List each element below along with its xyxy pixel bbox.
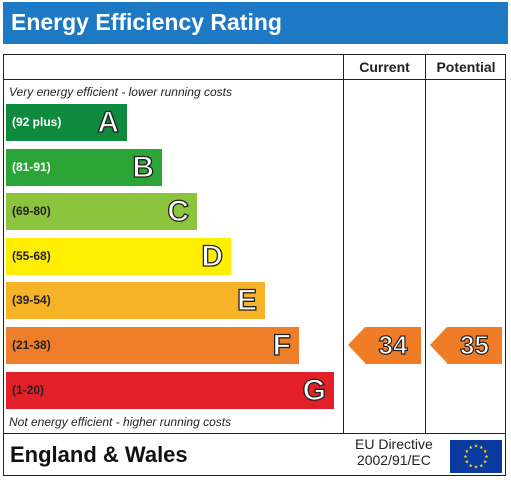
potential-rating-arrow: 35 [447, 327, 502, 364]
band-letter-label: D [201, 239, 224, 273]
eu-star-icon [474, 465, 478, 469]
band-range-label: (1-20) [12, 382, 45, 397]
eu-star-icon [484, 454, 489, 459]
band-d: (55-68) D [6, 237, 231, 275]
eu-stars [463, 444, 489, 469]
band-letter-label: G [302, 373, 327, 407]
current-rating-value: 34 [378, 329, 408, 360]
band-letter-label: F [272, 328, 292, 362]
column-header-potential: Potential [436, 59, 496, 75]
band-range-label: (92 plus) [12, 115, 62, 129]
band-letter-label: A [97, 105, 120, 139]
band-b: (81-91) B [6, 148, 162, 186]
potential-rating-value: 35 [459, 329, 489, 360]
band-range-label: (55-68) [12, 248, 51, 263]
column-header-current: Current [359, 59, 410, 75]
eu-star-icon [468, 445, 473, 450]
eu-star-icon [465, 449, 469, 453]
header-divider [3, 79, 506, 80]
band-letter-label: C [167, 195, 190, 229]
band-range-label: (69-80) [12, 204, 51, 219]
rating-table [3, 54, 506, 476]
directive-line1: EU Directive [355, 436, 433, 452]
footer-divider [3, 433, 506, 434]
band-g: (1-20) G [6, 371, 334, 409]
band-letter-label: E [236, 284, 257, 318]
eu-star-icon [483, 449, 487, 453]
page-title: Energy Efficiency Rating [11, 9, 282, 35]
bottom-caption: Not energy efficient - higher running co… [9, 415, 232, 429]
eu-star-icon [463, 454, 468, 459]
band-a: (92 plus) A [6, 104, 127, 141]
band-letter-label: B [132, 150, 155, 184]
region-label: England & Wales [10, 442, 188, 467]
potential-rating-arrow-tip [430, 327, 447, 363]
header-bar: Energy Efficiency Rating [3, 2, 508, 44]
eu-star-icon [483, 459, 487, 464]
eu-star-icon [479, 463, 484, 468]
eu-star-icon [468, 463, 473, 468]
eu-flag-icon [450, 440, 502, 473]
band-f: (21-38) F [6, 327, 299, 364]
current-rating-arrow: 34 [365, 327, 421, 364]
band-c: (69-80) C [6, 193, 197, 231]
band-range-label: (39-54) [12, 293, 51, 308]
eu-star-icon [465, 459, 469, 464]
column-divider-current [343, 54, 344, 434]
eu-star-icon [479, 445, 484, 450]
current-rating-arrow-tip [348, 327, 365, 363]
band-range-label: (81-91) [12, 159, 51, 174]
band-range-label: (21-38) [12, 338, 51, 352]
directive-label: EU Directive 2002/91/EC [355, 436, 433, 468]
directive-line2: 2002/91/EC [356, 452, 431, 468]
column-divider-potential [425, 54, 426, 434]
band-e: (39-54) E [6, 282, 265, 320]
top-caption: Very energy efficient - lower running co… [9, 85, 232, 99]
eu-star-icon [474, 444, 478, 448]
